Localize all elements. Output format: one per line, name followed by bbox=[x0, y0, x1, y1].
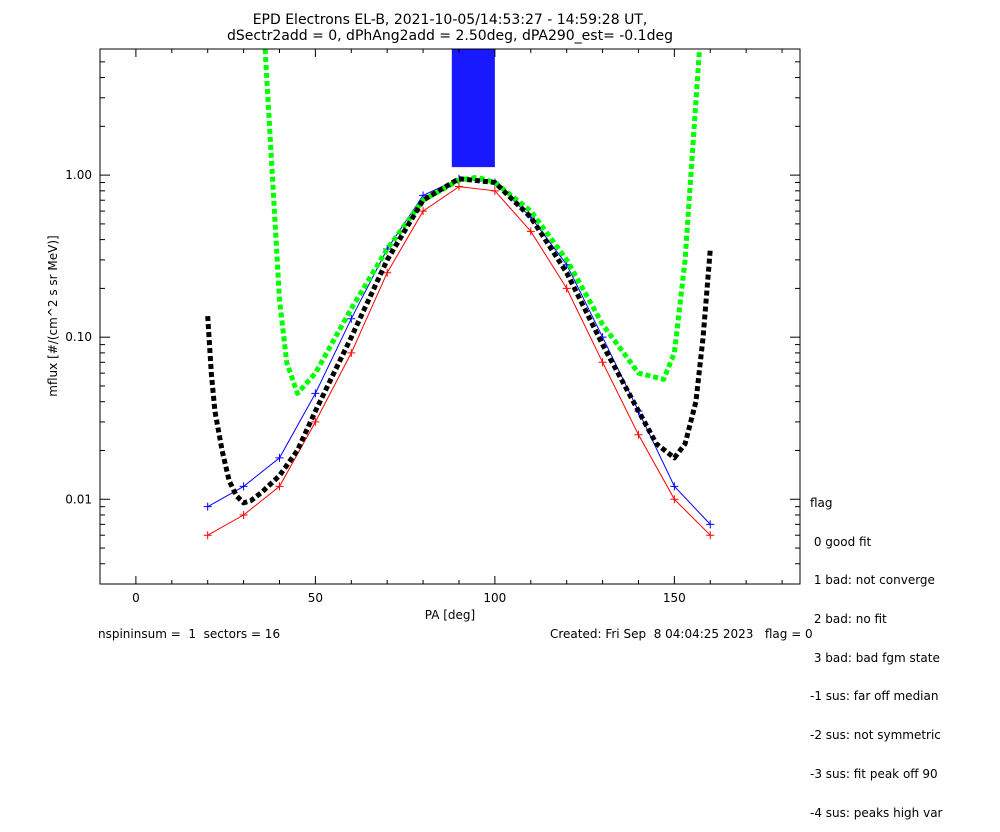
legend-item: -2 sus: not symmetric bbox=[810, 728, 941, 743]
red-data-point bbox=[454, 182, 463, 191]
legend-title: flag bbox=[810, 495, 833, 510]
axes: 0 50 100 150 0.01 0.10 1.00 bbox=[65, 48, 800, 605]
x-tick-label: 100 bbox=[483, 591, 506, 605]
legend-item: 0 good fit bbox=[810, 534, 872, 549]
y-tick-label: 1.00 bbox=[65, 168, 92, 182]
legend-item: -4 sus: peaks high var bbox=[810, 805, 943, 820]
fit-curves-layer bbox=[205, 49, 713, 506]
y-axis-label: mflux [#/(cm^2 s sr MeV)] bbox=[46, 235, 60, 396]
blue-data-point bbox=[670, 482, 679, 491]
chart-title-line1: EPD Electrons EL-B, 2021-10-05/14:53:27 … bbox=[253, 12, 648, 28]
red-flux-line bbox=[207, 186, 711, 536]
chart: EPD Electrons EL-B, 2021-10-05/14:53:27 … bbox=[46, 12, 801, 622]
x-tick-label: 0 bbox=[132, 591, 140, 605]
blue-data-point bbox=[311, 389, 320, 398]
blue-data-point bbox=[275, 453, 284, 462]
red-data-point bbox=[634, 430, 643, 439]
y-tick-label: 0.10 bbox=[65, 330, 92, 344]
red-data-point bbox=[670, 495, 679, 504]
plot-frame bbox=[99, 48, 801, 585]
red-data-point bbox=[347, 348, 356, 357]
red-data-point bbox=[203, 531, 212, 540]
flag-legend: flag 0 good fit 1 bad: not converge 2 ba… bbox=[810, 471, 942, 832]
red-data-point bbox=[598, 358, 607, 367]
red-data-point bbox=[706, 531, 715, 540]
blue-data-point bbox=[239, 482, 248, 491]
saturated-band-layer bbox=[451, 49, 495, 168]
data-series-layer bbox=[203, 174, 715, 540]
x-tick-label: 50 bbox=[308, 591, 323, 605]
legend-item: 1 bad: not converge bbox=[810, 573, 935, 588]
red-data-point bbox=[490, 186, 499, 195]
y-tick-label: 0.01 bbox=[65, 492, 92, 506]
red-data-point bbox=[239, 510, 248, 519]
red-data-point bbox=[383, 268, 392, 277]
green-fit-curve bbox=[262, 49, 702, 396]
red-data-point bbox=[311, 417, 320, 426]
blue-data-point bbox=[203, 502, 212, 511]
red-data-point bbox=[562, 284, 571, 293]
red-data-point bbox=[526, 227, 535, 236]
red-data-point bbox=[275, 482, 284, 491]
chart-title-line2: dSectr2add = 0, dPhAng2add = 2.50deg, dP… bbox=[227, 28, 673, 44]
legend-item: -3 sus: fit peak off 90 bbox=[810, 766, 938, 781]
x-tick-label: 150 bbox=[663, 591, 686, 605]
x-axis-label: PA [deg] bbox=[425, 608, 475, 622]
legend-item: 3 bad: bad fgm state bbox=[810, 650, 940, 665]
saturated-flux-band bbox=[451, 49, 495, 168]
red-data-point bbox=[419, 207, 428, 216]
legend-item: -1 sus: far off median bbox=[810, 689, 939, 704]
black-fit-curve bbox=[205, 176, 713, 506]
legend-item: 2 bad: no fit bbox=[810, 611, 887, 626]
blue-flux-series bbox=[203, 174, 715, 529]
blue-data-point bbox=[706, 520, 715, 529]
red-flux-series bbox=[203, 182, 715, 540]
footer-spin-info: nspininsum = 1 sectors = 16 bbox=[98, 627, 281, 641]
blue-data-point bbox=[347, 314, 356, 323]
footer-created-info: Created: Fri Sep 8 04:04:25 2023 flag = … bbox=[550, 627, 813, 641]
